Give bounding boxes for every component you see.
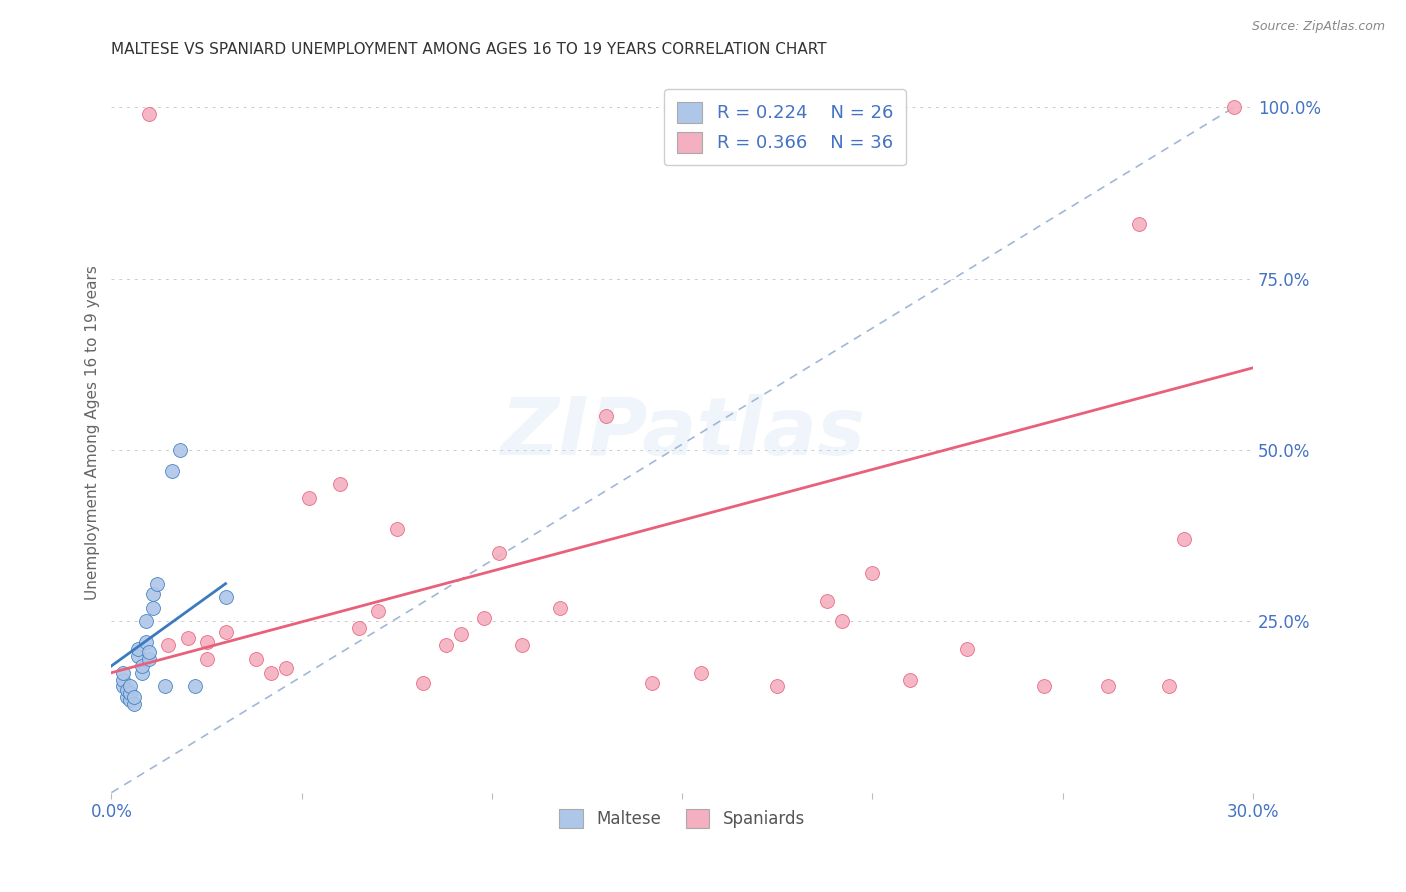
Point	[329, 477, 352, 491]
Point	[135, 615, 157, 629]
Point	[135, 635, 157, 649]
Point	[550, 600, 572, 615]
Point	[195, 635, 218, 649]
Point	[1159, 680, 1181, 694]
Point	[111, 665, 134, 680]
Point	[831, 615, 853, 629]
Point	[127, 648, 149, 663]
Legend: Maltese, Spaniards: Maltese, Spaniards	[553, 802, 811, 835]
Point	[142, 587, 165, 601]
Point	[176, 632, 198, 646]
Point	[214, 624, 236, 639]
Point	[153, 680, 176, 694]
Point	[276, 661, 298, 675]
Text: ZIPatlas: ZIPatlas	[499, 394, 865, 472]
Point	[488, 546, 510, 560]
Point	[157, 638, 180, 652]
Point	[120, 693, 142, 707]
Point	[510, 638, 533, 652]
Point	[120, 686, 142, 700]
Point	[122, 697, 145, 711]
Point	[595, 409, 617, 423]
Y-axis label: Unemployment Among Ages 16 to 19 years: Unemployment Among Ages 16 to 19 years	[86, 266, 100, 600]
Point	[146, 576, 169, 591]
Text: MALTESE VS SPANIARD UNEMPLOYMENT AMONG AGES 16 TO 19 YEARS CORRELATION CHART: MALTESE VS SPANIARD UNEMPLOYMENT AMONG A…	[111, 42, 827, 57]
Point	[815, 594, 838, 608]
Point	[115, 690, 138, 704]
Point	[860, 566, 883, 581]
Text: Source: ZipAtlas.com: Source: ZipAtlas.com	[1251, 20, 1385, 33]
Point	[111, 673, 134, 687]
Point	[115, 682, 138, 697]
Point	[245, 652, 267, 666]
Point	[120, 680, 142, 694]
Point	[412, 676, 434, 690]
Point	[1097, 680, 1119, 694]
Point	[690, 665, 713, 680]
Point	[138, 107, 160, 121]
Point	[162, 464, 184, 478]
Point	[385, 522, 408, 536]
Point	[450, 626, 472, 640]
Point	[111, 680, 134, 694]
Point	[1128, 217, 1150, 231]
Point	[434, 638, 457, 652]
Point	[367, 604, 389, 618]
Point	[214, 591, 236, 605]
Point	[347, 621, 370, 635]
Point	[472, 611, 495, 625]
Point	[184, 680, 207, 694]
Point	[142, 600, 165, 615]
Point	[122, 690, 145, 704]
Point	[900, 673, 922, 687]
Point	[641, 676, 664, 690]
Point	[138, 645, 160, 659]
Point	[260, 665, 283, 680]
Point	[131, 665, 153, 680]
Point	[195, 652, 218, 666]
Point	[127, 641, 149, 656]
Point	[1032, 680, 1054, 694]
Point	[169, 443, 191, 458]
Point	[138, 652, 160, 666]
Point	[1223, 100, 1246, 114]
Point	[131, 659, 153, 673]
Point	[766, 680, 789, 694]
Point	[298, 491, 321, 505]
Point	[1173, 532, 1195, 546]
Point	[956, 641, 979, 656]
